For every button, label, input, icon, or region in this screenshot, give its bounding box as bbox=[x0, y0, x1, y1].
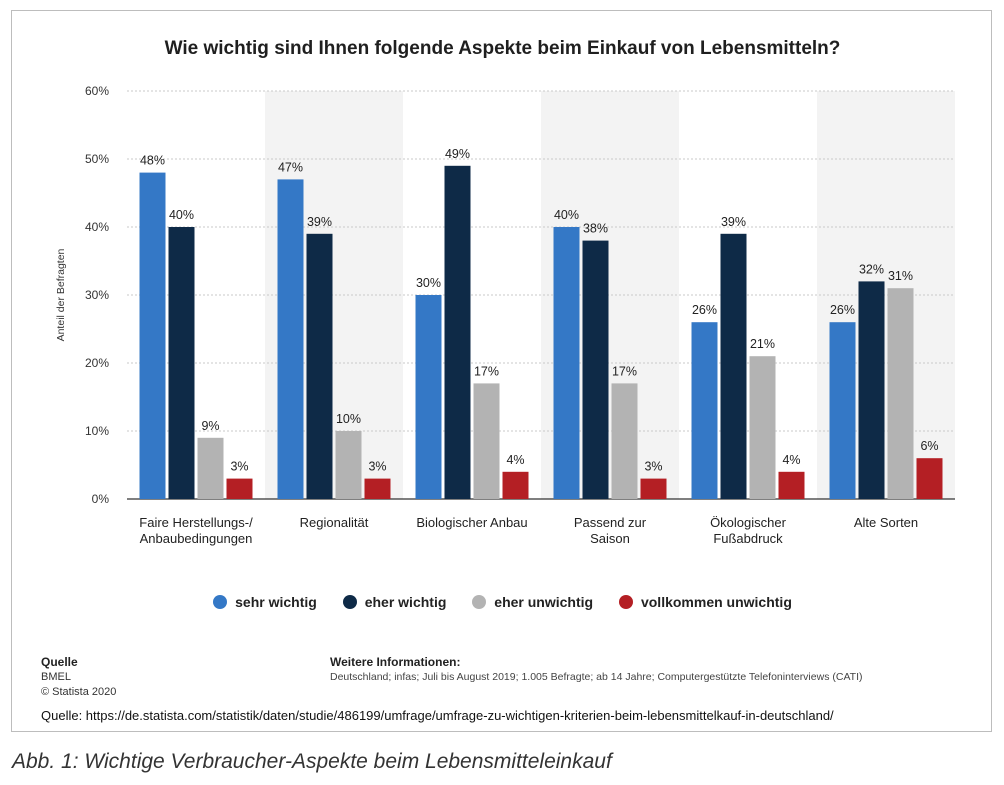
bar bbox=[226, 478, 253, 499]
bar bbox=[168, 227, 195, 499]
data-label: 31% bbox=[888, 269, 913, 283]
bar bbox=[364, 478, 391, 499]
data-label: 38% bbox=[583, 222, 608, 236]
data-label: 49% bbox=[445, 147, 470, 161]
chart-legend: sehr wichtig eher wichtig eher unwichtig… bbox=[12, 594, 993, 612]
copyright: © Statista 2020 bbox=[41, 686, 117, 698]
bar bbox=[916, 458, 943, 499]
x-tick-label: Ökologischer bbox=[710, 515, 787, 530]
bar bbox=[473, 383, 500, 499]
info-block: Weitere Informationen: Deutschland; infa… bbox=[330, 655, 863, 685]
y-tick-label: 10% bbox=[85, 424, 109, 438]
bar bbox=[139, 172, 166, 499]
data-label: 4% bbox=[782, 453, 800, 467]
y-axis-label: Anteil der Befragten bbox=[55, 248, 67, 341]
data-label: 32% bbox=[859, 262, 884, 276]
data-label: 26% bbox=[692, 303, 717, 317]
chart-frame: Wie wichtig sind Ihnen folgende Aspekte … bbox=[11, 10, 992, 732]
chart-title: Wie wichtig sind Ihnen folgende Aspekte … bbox=[164, 38, 841, 59]
data-label: 47% bbox=[278, 160, 303, 174]
legend-label: vollkommen unwichtig bbox=[640, 594, 792, 610]
legend-swatch bbox=[342, 595, 357, 609]
y-tick-label: 40% bbox=[85, 220, 109, 234]
source-block: Quelle BMEL © Statista 2020 bbox=[41, 655, 116, 700]
data-label: 17% bbox=[474, 364, 499, 378]
legend-item-eher-wichtig: eher wichtig bbox=[342, 594, 447, 610]
data-label: 21% bbox=[750, 337, 775, 351]
legend-item-sehr-wichtig: sehr wichtig bbox=[213, 594, 317, 610]
source-name: BMEL bbox=[41, 671, 71, 683]
bar bbox=[640, 478, 667, 499]
data-label: 10% bbox=[336, 412, 361, 426]
figure-caption: Abb. 1: Wichtige Verbraucher-Aspekte bei… bbox=[12, 750, 612, 773]
legend-label: sehr wichtig bbox=[235, 594, 317, 610]
x-tick-label: Fußabdruck bbox=[713, 531, 783, 546]
data-label: 40% bbox=[554, 208, 579, 222]
bar bbox=[415, 295, 442, 499]
legend-item-eher-unwichtig: eher unwichtig bbox=[472, 594, 593, 610]
y-tick-label: 20% bbox=[85, 356, 109, 370]
y-tick-label: 50% bbox=[85, 152, 109, 166]
data-label: 26% bbox=[830, 303, 855, 317]
legend-label: eher unwichtig bbox=[494, 594, 594, 610]
data-label: 3% bbox=[368, 460, 386, 474]
data-label: 30% bbox=[416, 276, 441, 290]
legend-item-vollkommen-unwichtig: vollkommen unwichtig bbox=[618, 594, 792, 610]
bar bbox=[197, 437, 224, 499]
bar bbox=[829, 322, 856, 499]
legend-swatch bbox=[618, 595, 633, 609]
info-header: Weitere Informationen: bbox=[330, 655, 461, 669]
x-tick-label: Faire Herstellungs-/ bbox=[139, 515, 253, 530]
y-tick-label: 30% bbox=[85, 288, 109, 302]
x-tick-label: Passend zur bbox=[574, 515, 647, 530]
bar bbox=[691, 322, 718, 499]
info-text: Deutschland; infas; Juli bis August 2019… bbox=[330, 671, 863, 683]
bar bbox=[611, 383, 638, 499]
bar bbox=[553, 227, 580, 499]
y-tick-label: 60% bbox=[85, 84, 109, 98]
data-label: 3% bbox=[644, 460, 662, 474]
data-label: 39% bbox=[307, 215, 332, 229]
data-label: 6% bbox=[920, 439, 938, 453]
x-tick-label: Saison bbox=[590, 531, 630, 546]
legend-swatch bbox=[472, 595, 487, 609]
bar bbox=[444, 165, 471, 500]
bar bbox=[720, 233, 747, 500]
data-label: 3% bbox=[230, 460, 248, 474]
bar bbox=[335, 431, 362, 499]
legend-label: eher wichtig bbox=[364, 594, 447, 610]
bar bbox=[887, 288, 914, 499]
source-header: Quelle bbox=[41, 655, 78, 669]
bar bbox=[858, 281, 885, 499]
bar bbox=[502, 471, 529, 499]
x-tick-label: Regionalität bbox=[300, 515, 369, 530]
x-tick-label: Anbaubedingungen bbox=[140, 531, 253, 546]
data-label: 48% bbox=[140, 154, 165, 168]
bar bbox=[277, 179, 304, 499]
bar bbox=[778, 471, 805, 499]
legend-swatch bbox=[213, 595, 228, 609]
x-tick-label: Biologischer Anbau bbox=[416, 515, 527, 530]
source-url[interactable]: Quelle: https://de.statista.com/statisti… bbox=[41, 708, 834, 723]
bar bbox=[306, 233, 333, 500]
data-label: 4% bbox=[506, 453, 524, 467]
y-tick-label: 0% bbox=[92, 492, 110, 506]
bar-chart: 0% 10% 20% 30% 40% 50% 60% Anteil der Befragten… bbox=[55, 84, 955, 546]
data-label: 39% bbox=[721, 215, 746, 229]
x-tick-label: Alte Sorten bbox=[854, 515, 918, 530]
data-label: 40% bbox=[169, 208, 194, 222]
data-label: 9% bbox=[201, 419, 219, 433]
bar bbox=[582, 240, 609, 499]
bar bbox=[749, 356, 776, 499]
data-label: 17% bbox=[612, 364, 637, 378]
